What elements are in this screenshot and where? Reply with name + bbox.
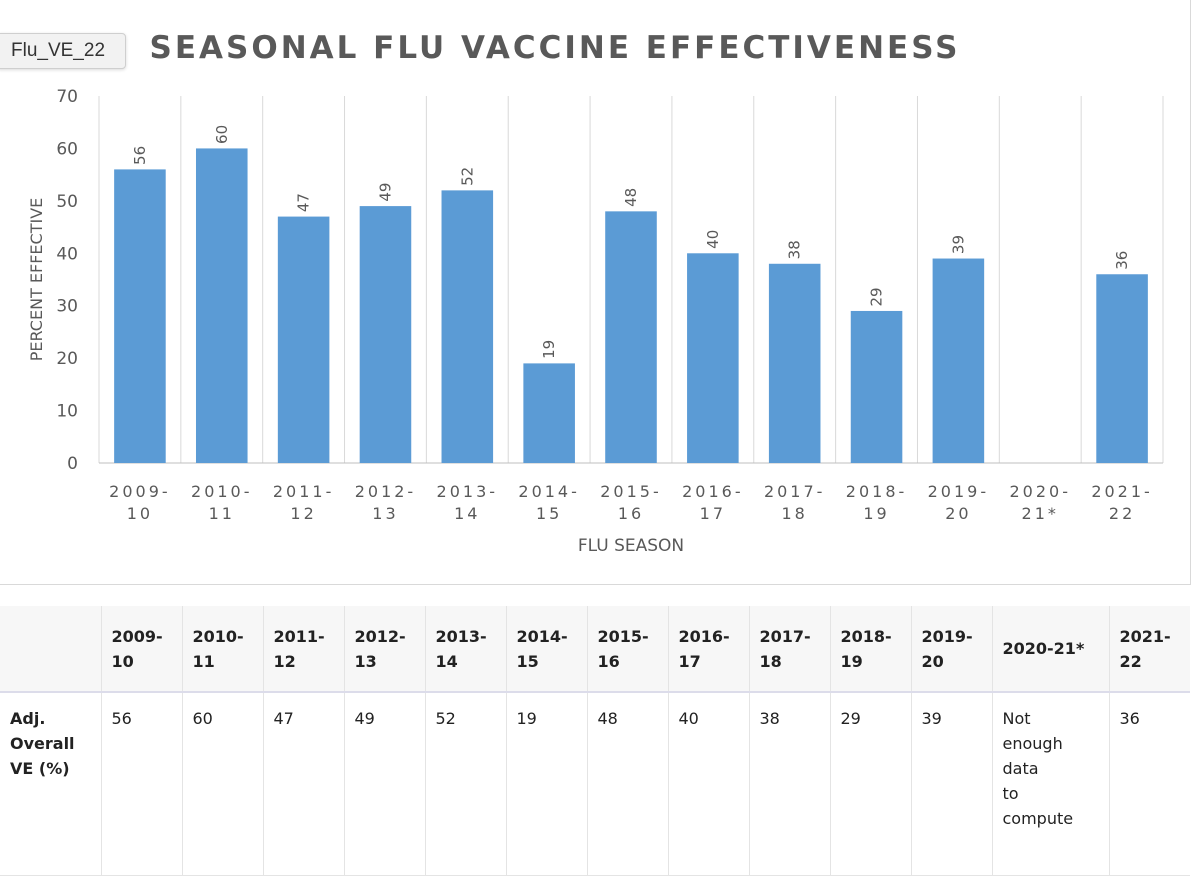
x-tick-label: 2019- bbox=[928, 482, 990, 501]
x-tick-label: 12 bbox=[290, 504, 316, 523]
row-label: Adj. Overall VE (%) bbox=[10, 709, 75, 778]
season-header: 2014- 15 bbox=[505, 606, 587, 693]
data-label: 19 bbox=[540, 340, 558, 359]
x-tick-label: 2010- bbox=[191, 482, 253, 501]
y-tick-label: 40 bbox=[56, 244, 78, 264]
chart-panel: SEASONAL FLU VACCINE EFFECTIVENESS 0 10 20 3… bbox=[0, 0, 1191, 585]
x-axis-label: FLU SEASON bbox=[578, 536, 684, 556]
x-tick-label: 2020- bbox=[1009, 482, 1071, 501]
season-header: 2013- 14 bbox=[424, 606, 506, 693]
x-tick-label: 18 bbox=[782, 504, 808, 523]
bar bbox=[605, 211, 657, 463]
table-corner-cell bbox=[0, 606, 101, 693]
ve-value-cell: 52 bbox=[424, 692, 506, 876]
bar bbox=[687, 253, 739, 463]
ve-value-cell: 39 bbox=[910, 692, 992, 876]
season-header: 2009- 10 bbox=[100, 606, 182, 693]
data-label: 39 bbox=[949, 235, 967, 254]
season-header: 2019- 20 bbox=[910, 606, 992, 693]
x-tick-label: 11 bbox=[209, 504, 235, 523]
x-tick-label: 22 bbox=[1109, 504, 1135, 523]
season-header: 2016- 17 bbox=[667, 606, 749, 693]
x-tick-label: 14 bbox=[454, 504, 480, 523]
x-tick-label: 20 bbox=[945, 504, 971, 523]
y-tick-label: 70 bbox=[56, 87, 78, 107]
y-tick-label: 50 bbox=[56, 192, 78, 212]
season-header: 2021- 22 bbox=[1108, 606, 1190, 693]
data-table-panel: 2009- 10 2010- 11 2011- 12 2012- 13 2013- 14 2014-… bbox=[0, 606, 1190, 876]
x-tick-label: 2013- bbox=[437, 482, 499, 501]
bar bbox=[277, 216, 330, 463]
x-tick-label: 2011- bbox=[273, 482, 335, 501]
ve-value-cell: 49 bbox=[343, 692, 425, 876]
data-label: 36 bbox=[1113, 251, 1131, 270]
season-header: 2012- 13 bbox=[343, 606, 425, 693]
ve-value-cell: 48 bbox=[586, 692, 668, 876]
data-label: 52 bbox=[458, 167, 476, 186]
bar-chart: SEASONAL FLU VACCINE EFFECTIVENESS 0 10 20 3… bbox=[27, 30, 1164, 556]
x-tick-label: 2014- bbox=[518, 482, 580, 501]
data-label: 48 bbox=[622, 188, 640, 207]
table-row: Adj. Overall VE (%) 56 60 47 49 52 19 48 40 38 29 39… bbox=[0, 692, 1190, 876]
x-tick-label: 2012- bbox=[355, 482, 417, 501]
bar bbox=[932, 258, 985, 463]
data-label: 56 bbox=[131, 146, 149, 165]
data-label: 47 bbox=[295, 193, 313, 212]
bar bbox=[195, 148, 248, 463]
bar bbox=[1096, 274, 1148, 463]
ve-value-cell: Not enough data to compute bbox=[991, 692, 1109, 876]
bar bbox=[523, 363, 575, 463]
data-label: 60 bbox=[213, 125, 231, 144]
y-axis-label: PERCENT EFFECTIVE bbox=[27, 198, 46, 362]
x-tick-label: 13 bbox=[372, 504, 398, 523]
x-tick-label: 19 bbox=[863, 504, 889, 523]
bar bbox=[850, 310, 903, 463]
x-tick-label: 2016- bbox=[682, 482, 744, 501]
data-label: 40 bbox=[704, 230, 722, 249]
ve-value-cell: 36 bbox=[1108, 692, 1190, 876]
x-tick-label: 15 bbox=[536, 504, 562, 523]
season-header: 2010- 11 bbox=[181, 606, 263, 693]
season-header: 2017- 18 bbox=[748, 606, 830, 693]
x-tick-label: 21* bbox=[1022, 504, 1059, 523]
data-label: 38 bbox=[786, 240, 804, 259]
bar bbox=[441, 190, 494, 463]
table-header-row: 2009- 10 2010- 11 2011- 12 2012- 13 2013- 14 2014-… bbox=[0, 606, 1190, 693]
season-header: 2015- 16 bbox=[586, 606, 668, 693]
x-tick-label: 2009- bbox=[109, 482, 171, 501]
y-tick-label: 60 bbox=[56, 139, 78, 159]
ve-value-cell: 60 bbox=[181, 692, 263, 876]
data-label: 29 bbox=[868, 287, 886, 306]
x-tick-label: 10 bbox=[127, 504, 153, 523]
y-tick-label: 10 bbox=[56, 402, 78, 422]
ve-value-cell: 19 bbox=[505, 692, 587, 876]
ve-value-cell: 47 bbox=[262, 692, 344, 876]
chart-tag-label[interactable]: Flu_VE_22 bbox=[0, 33, 126, 69]
x-tick-label: 16 bbox=[618, 504, 644, 523]
chart-title: SEASONAL FLU VACCINE EFFECTIVENESS bbox=[150, 30, 961, 66]
y-tick-label: 20 bbox=[56, 349, 78, 369]
bar bbox=[768, 263, 821, 463]
ve-table: 2009- 10 2010- 11 2011- 12 2012- 13 2013- 14 2014-… bbox=[0, 606, 1190, 876]
ve-value-cell: 38 bbox=[748, 692, 830, 876]
bar bbox=[114, 169, 166, 463]
bar bbox=[359, 206, 412, 463]
season-header: 2020-21* bbox=[991, 606, 1109, 693]
season-header: 2018- 19 bbox=[829, 606, 911, 693]
data-label: 49 bbox=[376, 183, 394, 202]
x-tick-label: 2017- bbox=[764, 482, 826, 501]
x-tick-label: 2018- bbox=[846, 482, 908, 501]
ve-value-cell: 40 bbox=[667, 692, 749, 876]
ve-value-cell: 29 bbox=[829, 692, 911, 876]
x-tick-label: 2021- bbox=[1091, 482, 1153, 501]
y-tick-label: 0 bbox=[67, 454, 78, 474]
season-header: 2011- 12 bbox=[262, 606, 344, 693]
y-tick-label: 30 bbox=[56, 297, 78, 317]
x-tick-label: 2015- bbox=[600, 482, 662, 501]
x-tick-label: 17 bbox=[700, 504, 726, 523]
ve-value-cell: 56 bbox=[100, 692, 182, 876]
